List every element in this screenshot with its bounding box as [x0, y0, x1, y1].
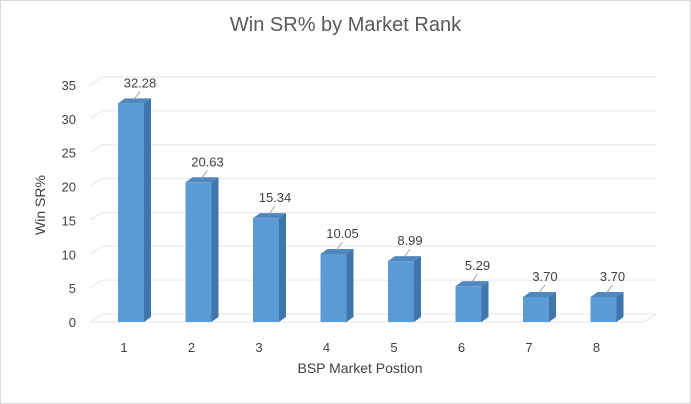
- bar-side: [346, 248, 354, 322]
- gridline-depth: [89, 76, 103, 86]
- bar-side: [279, 213, 286, 322]
- bar: [185, 182, 212, 322]
- data-label: 10.05: [326, 226, 359, 241]
- bar: [590, 296, 617, 322]
- bar: [320, 253, 347, 322]
- gridline-depth: [89, 178, 103, 187]
- y-tick-label: 0: [69, 315, 76, 330]
- bar-top: [185, 177, 219, 183]
- y-tick-label: 20: [62, 180, 76, 195]
- floor-edge-depth: [643, 313, 657, 323]
- x-tick-label: 4: [323, 340, 330, 355]
- y-tick-label: 10: [62, 247, 76, 262]
- bar-top: [523, 291, 556, 297]
- bar-top: [320, 248, 354, 254]
- bar-side: [211, 177, 219, 322]
- data-label: 5.29: [465, 258, 490, 273]
- bar-top: [118, 98, 151, 104]
- bar: [455, 286, 482, 322]
- data-label-leader: [268, 205, 276, 215]
- gridline-depth: [89, 245, 103, 255]
- gridline-depth: [89, 313, 103, 323]
- x-tick-label: 5: [390, 340, 397, 355]
- bar-top: [455, 281, 489, 287]
- bar-side: [144, 98, 151, 322]
- data-label-leader: [336, 241, 343, 251]
- y-tick-label: 35: [62, 78, 76, 93]
- y-tick-label: 15: [62, 213, 76, 228]
- data-label: 3.70: [600, 269, 625, 284]
- data-label: 32.28: [124, 75, 157, 90]
- data-label-leader: [538, 284, 546, 294]
- data-label-leader: [201, 170, 208, 179]
- bar-side: [481, 281, 489, 322]
- chart-title: Win SR% by Market Rank: [229, 14, 462, 36]
- y-tick-label: 5: [69, 281, 76, 296]
- x-axis-label: BSP Market Postion: [297, 360, 423, 376]
- bar: [253, 218, 279, 322]
- bar-top: [388, 256, 421, 262]
- bar: [388, 261, 414, 322]
- y-tick-label: 25: [62, 146, 76, 161]
- gridline-depth: [89, 110, 103, 120]
- data-label-leader: [606, 284, 613, 294]
- bar: [523, 296, 549, 322]
- bar-top: [590, 291, 624, 297]
- gridline-depth: [89, 279, 103, 289]
- data-label: 20.63: [191, 154, 224, 169]
- x-tick-label: 6: [458, 340, 465, 355]
- x-tick-label: 2: [188, 340, 195, 355]
- data-label: 3.70: [532, 269, 557, 284]
- x-tick-label: 1: [120, 340, 127, 355]
- data-label-leader: [471, 273, 478, 283]
- x-tick-label: 7: [525, 340, 532, 355]
- bar-side: [549, 291, 556, 322]
- bar-side: [616, 291, 624, 322]
- gridline-depth: [89, 212, 103, 221]
- data-label: 15.34: [259, 190, 292, 205]
- bar-top: [253, 213, 286, 219]
- x-tick-label: 3: [255, 340, 262, 355]
- bar: [118, 103, 144, 322]
- data-label: 8.99: [397, 233, 422, 248]
- y-tick-label: 30: [62, 112, 76, 127]
- data-label-leader: [403, 248, 411, 258]
- bar-side: [414, 256, 421, 322]
- data-label-leader: [133, 91, 141, 100]
- gridline-depth: [89, 144, 103, 154]
- x-tick-label: 8: [593, 340, 600, 355]
